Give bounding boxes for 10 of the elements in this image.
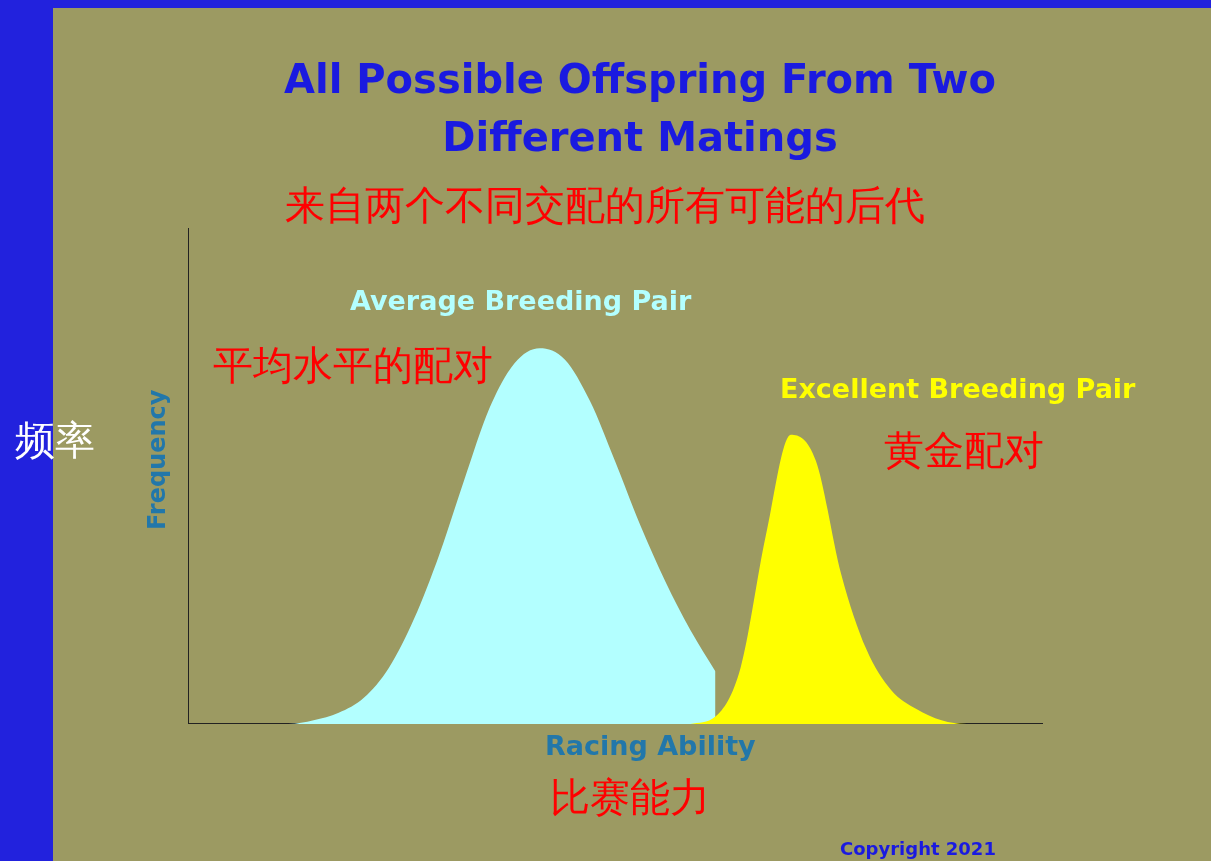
text: 比赛能力 [550, 773, 710, 822]
text: Copyright 2021 [840, 838, 996, 859]
y-axis-title: Frequency [143, 389, 171, 530]
annotation: 平均水平的配对 [213, 341, 493, 390]
annotation: 黄金配对 [884, 426, 1044, 475]
x-axis-title: Racing Ability [545, 730, 756, 761]
chart-title: All Possible Offspring From Two Different Matings [282, 55, 998, 162]
series-label: Excellent Breeding Pair [780, 373, 1136, 404]
series-label: Average Breeding Pair [350, 285, 692, 316]
chart-subtitle: 来自两个不同交配的所有可能的后代 [284, 181, 926, 230]
